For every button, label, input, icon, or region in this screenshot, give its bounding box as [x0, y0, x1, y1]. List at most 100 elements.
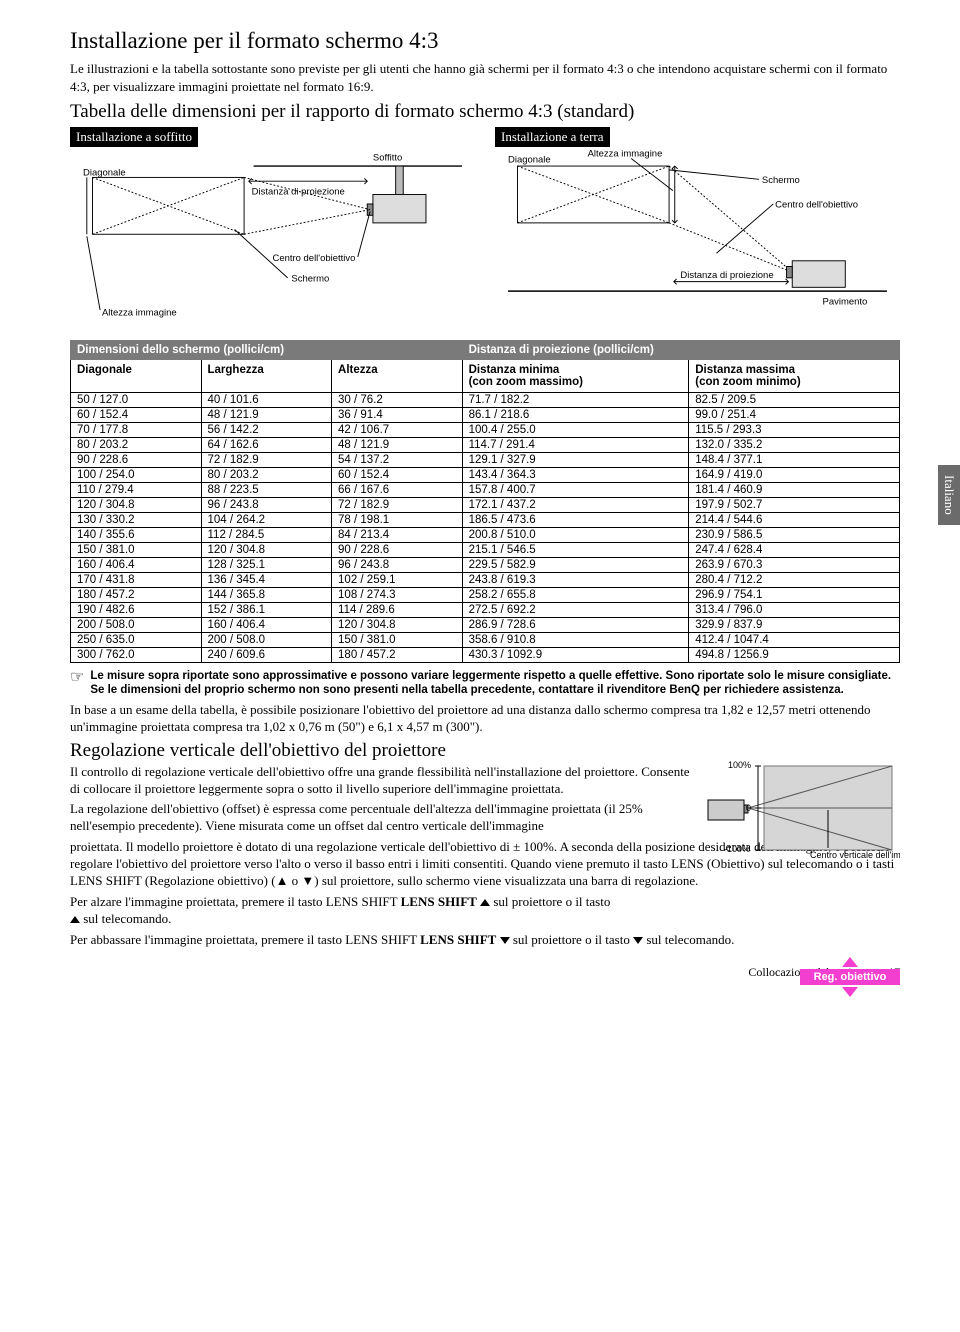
table-row: 300 / 762.0240 / 609.6180 / 457.2430.3 /…	[71, 648, 900, 663]
table-cell: 70 / 177.8	[71, 423, 202, 438]
table-row: 200 / 508.0160 / 406.4120 / 304.8286.9 /…	[71, 618, 900, 633]
table-cell: 258.2 / 655.8	[462, 588, 689, 603]
table-cell: 96 / 243.8	[332, 558, 463, 573]
table-header-right: Distanza di proiezione (pollici/cm)	[462, 341, 899, 360]
table-cell: 104 / 264.2	[201, 513, 332, 528]
table-cell: 56 / 142.2	[201, 423, 332, 438]
text-fragment: sul telecomando.	[643, 932, 734, 947]
lens-shift-section: Il controllo di regolazione verticale de…	[70, 764, 900, 949]
floor-diagram: Installazione a terra Diagonale Altezza …	[495, 127, 900, 332]
body-para-2f: Per abbassare l'immagine proiettata, pre…	[70, 932, 900, 949]
floor-svg: Diagonale Altezza immagine Schermo Centr…	[495, 149, 900, 329]
table-cell: 30 / 76.2	[332, 393, 463, 408]
lens-shift-diagram: 100% 0 -100% Centro verticale dell'immag…	[700, 758, 900, 868]
table-cell: 280.4 / 712.2	[689, 573, 900, 588]
table-row: 130 / 330.2104 / 264.278 / 198.1186.5 / …	[71, 513, 900, 528]
table-row: 50 / 127.040 / 101.630 / 76.271.7 / 182.…	[71, 393, 900, 408]
table-row: 150 / 381.0120 / 304.890 / 228.6215.1 / …	[71, 543, 900, 558]
table-cell: 190 / 482.6	[71, 603, 202, 618]
table-cell: 50 / 127.0	[71, 393, 202, 408]
table-row: 140 / 355.6112 / 284.584 / 213.4200.8 / …	[71, 528, 900, 543]
body-para-2d: Per alzare l'immagine proiettata, premer…	[70, 894, 900, 928]
triangle-down-icon	[500, 937, 510, 944]
table-cell: 120 / 304.8	[201, 543, 332, 558]
table-cell: 144 / 365.8	[201, 588, 332, 603]
table-cell: 84 / 213.4	[332, 528, 463, 543]
table-cell: 99.0 / 251.4	[689, 408, 900, 423]
table-cell: 112 / 284.5	[201, 528, 332, 543]
language-tab: Italiano	[938, 465, 960, 525]
table-cell: 150 / 381.0	[332, 633, 463, 648]
table-cell: 250 / 635.0	[71, 633, 202, 648]
table-cell: 78 / 198.1	[332, 513, 463, 528]
svg-text:Schermo: Schermo	[291, 274, 329, 285]
table-cell: 164.9 / 419.0	[689, 468, 900, 483]
table-cell: 230.9 / 586.5	[689, 528, 900, 543]
table-row: 100 / 254.080 / 203.260 / 152.4143.4 / 3…	[71, 468, 900, 483]
table-cell: 60 / 152.4	[332, 468, 463, 483]
text-fragment: Per alzare l'immagine proiettata, premer…	[70, 894, 401, 909]
triangle-up-icon	[480, 899, 490, 906]
table-cell: 215.1 / 546.5	[462, 543, 689, 558]
table-cell: 286.9 / 728.6	[462, 618, 689, 633]
table-cell: 200.8 / 510.0	[462, 528, 689, 543]
table-cell: 60 / 152.4	[71, 408, 202, 423]
table-cell: 130 / 330.2	[71, 513, 202, 528]
table-cell: 247.4 / 628.4	[689, 543, 900, 558]
table-cell: 186.5 / 473.6	[462, 513, 689, 528]
table-cell: 48 / 121.9	[201, 408, 332, 423]
badge-label: Reg. obiettivo	[800, 969, 900, 985]
table-cell: 96 / 243.8	[201, 498, 332, 513]
table-cell: 172.1 / 437.2	[462, 498, 689, 513]
table-cell: 180 / 457.2	[71, 588, 202, 603]
table-cell: 114 / 289.6	[332, 603, 463, 618]
page-footer: Collocazione del proiettore 17	[70, 965, 900, 980]
table-cell: 152 / 386.1	[201, 603, 332, 618]
table-cell: 40 / 101.6	[201, 393, 332, 408]
table-row: 250 / 635.0200 / 508.0150 / 381.0358.6 /…	[71, 633, 900, 648]
table-cell: 170 / 431.8	[71, 573, 202, 588]
table-cell: 64 / 162.6	[201, 438, 332, 453]
table-cell: 42 / 106.7	[332, 423, 463, 438]
note-text: Le misure sopra riportate sono approssim…	[90, 669, 900, 698]
table-cell: 100 / 254.0	[71, 468, 202, 483]
table-row: 170 / 431.8136 / 345.4102 / 259.1243.8 /…	[71, 573, 900, 588]
triangle-up-icon	[842, 957, 858, 967]
text-fragment: sul proiettore o il tasto	[510, 932, 633, 947]
table-cell: 114.7 / 291.4	[462, 438, 689, 453]
table-cell: 329.9 / 837.9	[689, 618, 900, 633]
table-cell: 54 / 137.2	[332, 453, 463, 468]
table-cell: 200 / 508.0	[71, 618, 202, 633]
table-subheader: Altezza	[332, 360, 463, 393]
svg-text:Distanza di proiezione: Distanza di proiezione	[252, 187, 345, 198]
table-cell: 72 / 182.9	[201, 453, 332, 468]
table-cell: 90 / 228.6	[71, 453, 202, 468]
table-cell: 120 / 304.8	[71, 498, 202, 513]
table-cell: 128 / 325.1	[201, 558, 332, 573]
svg-text:Diagonale: Diagonale	[83, 168, 126, 179]
table-cell: 72 / 182.9	[332, 498, 463, 513]
table-cell: 243.8 / 619.3	[462, 573, 689, 588]
svg-text:Diagonale: Diagonale	[508, 154, 551, 165]
table-cell: 200 / 508.0	[201, 633, 332, 648]
table-cell: 160 / 406.4	[71, 558, 202, 573]
table-cell: 80 / 203.2	[71, 438, 202, 453]
table-cell: 313.4 / 796.0	[689, 603, 900, 618]
triangle-down-icon	[842, 987, 858, 997]
svg-text:Distanza di proiezione: Distanza di proiezione	[680, 270, 773, 281]
table-subheader: Distanza massima(con zoom minimo)	[689, 360, 900, 393]
table-cell: 214.4 / 544.6	[689, 513, 900, 528]
table-cell: 88 / 223.5	[201, 483, 332, 498]
table-cell: 80 / 203.2	[201, 468, 332, 483]
table-row: 90 / 228.672 / 182.954 / 137.2129.1 / 32…	[71, 453, 900, 468]
table-cell: 66 / 167.6	[332, 483, 463, 498]
table-cell: 143.4 / 364.3	[462, 468, 689, 483]
svg-text:Altezza immagine: Altezza immagine	[588, 149, 663, 160]
lens-shift-badge: Reg. obiettivo	[800, 957, 900, 997]
table-cell: 86.1 / 218.6	[462, 408, 689, 423]
table-cell: 300 / 762.0	[71, 648, 202, 663]
svg-text:100%: 100%	[728, 760, 751, 770]
table-cell: 181.4 / 460.9	[689, 483, 900, 498]
table-cell: 120 / 304.8	[332, 618, 463, 633]
svg-text:-100%: -100%	[724, 844, 750, 854]
